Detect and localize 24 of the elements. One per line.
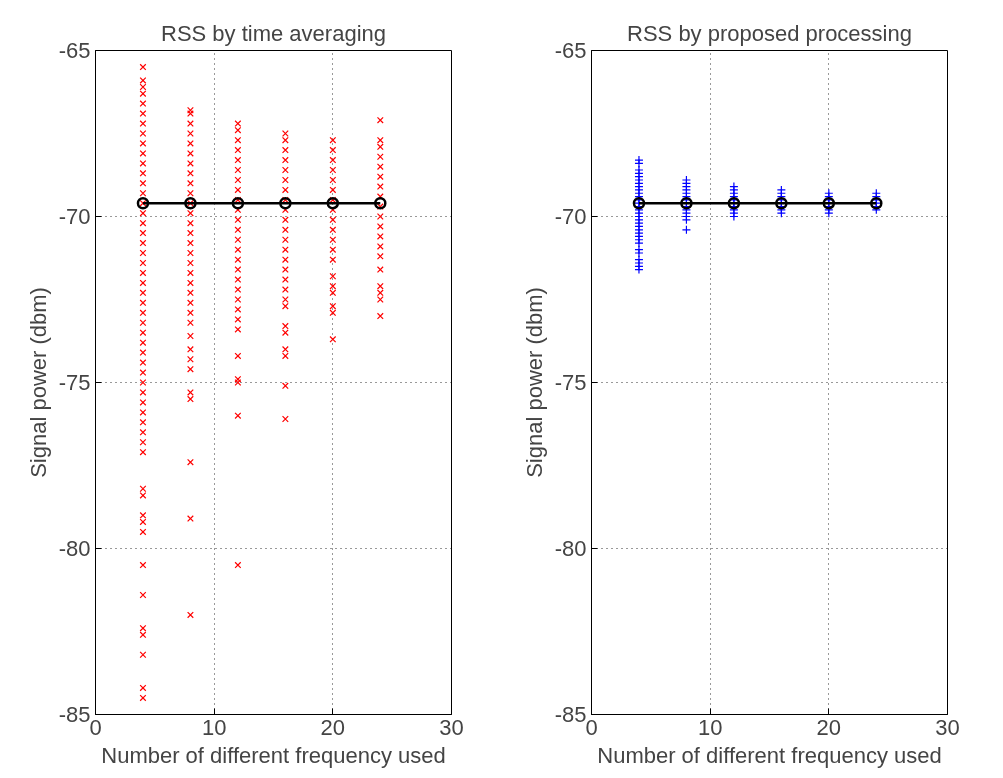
x-tick-label: 30 [935, 714, 960, 740]
x-tick-label: 0 [89, 714, 102, 740]
x-tick-label: 30 [439, 714, 464, 740]
y-tick-label: -85 [554, 702, 587, 727]
x-axis-title: Number of different frequency used [597, 742, 942, 768]
y-tick-label: -80 [58, 536, 91, 561]
x-tick-label: 20 [320, 714, 346, 740]
y-tick-label: -70 [554, 204, 587, 229]
y-tick-label: -85 [58, 702, 91, 727]
y-tick-label: -65 [554, 38, 587, 63]
y-tick-label: -75 [554, 370, 587, 395]
y-axis-title: Signal power (dbm) [25, 287, 51, 478]
x-tick-label: 0 [585, 714, 598, 740]
x-tick-label: 10 [697, 714, 723, 740]
x-tick-label: 20 [816, 714, 842, 740]
y-tick-label: -70 [58, 204, 91, 229]
chart-title: RSS by proposed processing [627, 20, 912, 46]
y-tick-label: -75 [58, 370, 91, 395]
y-tick-label: -80 [554, 536, 587, 561]
chart-title: RSS by time averaging [161, 20, 386, 46]
y-axis-title: Signal power (dbm) [521, 287, 547, 478]
x-tick-label: 10 [201, 714, 227, 740]
y-tick-label: -65 [58, 38, 91, 63]
x-axis-title: Number of different frequency used [101, 742, 446, 768]
